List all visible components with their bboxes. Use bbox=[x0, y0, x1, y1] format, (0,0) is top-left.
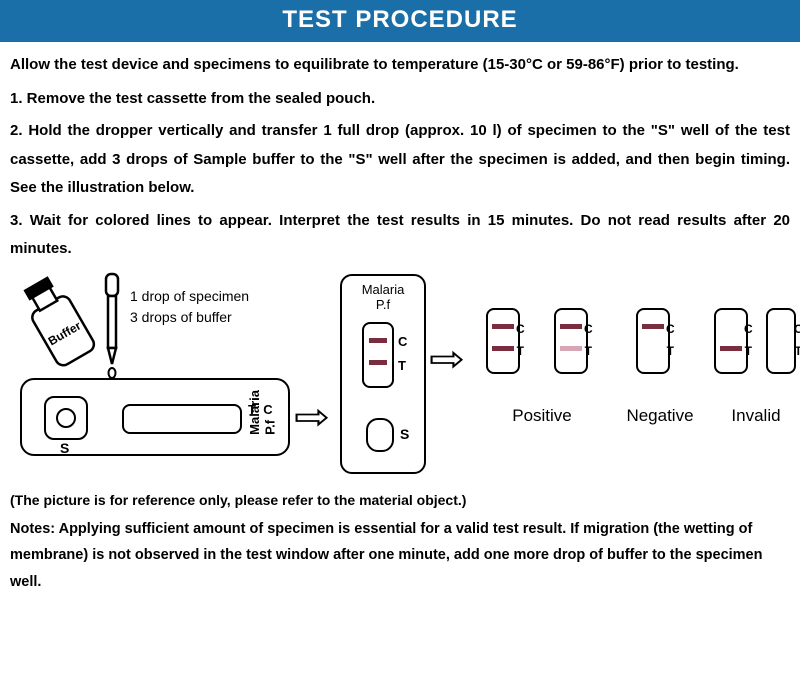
drop-label-2: 3 drops of buffer bbox=[130, 307, 249, 328]
label-invalid: Invalid bbox=[716, 406, 796, 426]
sample-well-v bbox=[366, 418, 394, 452]
cassette-brand-h: Malaria P.f bbox=[247, 390, 278, 435]
drop-label-1: 1 drop of specimen bbox=[130, 286, 249, 307]
result-invalid-2: CT bbox=[762, 308, 800, 374]
sample-well-h bbox=[44, 396, 88, 440]
result-negative: CT bbox=[628, 308, 678, 374]
drop-labels: 1 drop of specimen 3 drops of buffer bbox=[130, 286, 249, 328]
t-line bbox=[369, 360, 387, 365]
intro-text: Allow the test device and specimens to e… bbox=[0, 42, 800, 81]
ct-labels-v: C T bbox=[398, 330, 407, 379]
cassette-brand-v: Malaria P.f bbox=[342, 282, 424, 313]
cassette-horizontal: S T C Malaria P.f bbox=[20, 378, 290, 456]
cassette-vertical: Malaria P.f C T S bbox=[340, 274, 426, 474]
result-positive-2: CT bbox=[546, 308, 596, 374]
sample-well-label-v: S bbox=[400, 426, 409, 442]
arrow-icon-2: ⇨ bbox=[429, 338, 465, 380]
step-2: 2. Hold the dropper vertically and trans… bbox=[0, 113, 800, 203]
c-line bbox=[369, 338, 387, 343]
step-3: 3. Wait for colored lines to appear. Int… bbox=[0, 203, 800, 264]
caption-text: (The picture is for reference only, plea… bbox=[0, 478, 800, 510]
label-negative: Negative bbox=[610, 406, 710, 426]
arrow-icon-1: ⇨ bbox=[294, 396, 330, 438]
label-positive: Positive bbox=[492, 406, 592, 426]
notes-text: Notes: Applying sufficient amount of spe… bbox=[0, 510, 800, 596]
step-1: 1. Remove the test cassette from the sea… bbox=[0, 81, 800, 114]
procedure-diagram: Buffer 1 drop of specimen 3 drops of buf… bbox=[0, 268, 800, 478]
result-window-v bbox=[362, 322, 394, 388]
sample-well-label-h: S bbox=[60, 440, 69, 456]
result-invalid-1: CT bbox=[706, 308, 756, 374]
result-positive-1: CT bbox=[478, 308, 528, 374]
header-title: TEST PROCEDURE bbox=[0, 0, 800, 42]
result-window-h bbox=[122, 404, 242, 434]
